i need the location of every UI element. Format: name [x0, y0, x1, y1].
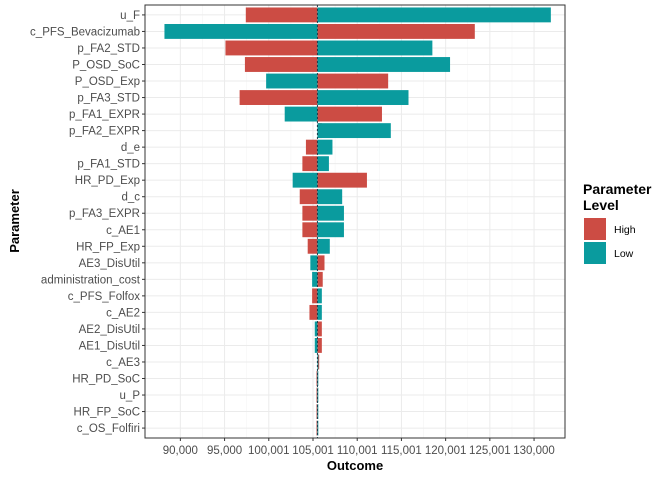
y-tick-label: p_FA2_STD [77, 43, 140, 55]
bar-high-d_c [299, 189, 318, 205]
bar-low-c_PFS_Bevacizumab [164, 24, 318, 39]
bar-low-c_PFS_Folfox [317, 288, 322, 304]
bar-low-AE1_DisUtil [314, 338, 318, 353]
legend-label-high: High [614, 224, 636, 236]
y-tick-label: AE1_DisUtil [79, 340, 140, 352]
x-tick-label: 100,001 [248, 445, 290, 457]
bar-high-p_FA2_STD [225, 40, 318, 56]
bar-low-c_AE1 [317, 222, 344, 238]
bar-low-p_FA3_EXPR [317, 205, 344, 221]
x-tick-label: 105,001 [292, 445, 334, 457]
y-tick-label: p_FA3_EXPR [69, 208, 140, 220]
bar-high-c_PFS_Bevacizumab [317, 24, 475, 39]
bar-low-p_FA1_EXPR [284, 106, 318, 122]
y-tick-label: c_AE2 [106, 307, 140, 319]
bar-low-HR_PD_Exp [292, 172, 318, 188]
legend-label-low: Low [614, 248, 634, 260]
bar-high-u_F [245, 7, 318, 23]
bar-low-u_F [317, 7, 551, 23]
y-tick-label: HR_FP_Exp [76, 241, 140, 253]
y-tick-label: c_PFS_Folfox [68, 291, 140, 303]
bar-high-AE1_DisUtil [317, 338, 322, 353]
legend-swatch-low [584, 242, 606, 264]
bar-low-p_FA1_STD [317, 156, 329, 172]
bar-high-HR_FP_SoC [316, 404, 318, 419]
y-tick-label: P_OSD_SoC [72, 59, 140, 71]
x-tick-label: 130,000 [513, 445, 555, 457]
y-tick-label: p_FA1_STD [77, 159, 140, 171]
y-tick-label: HR_PD_SoC [72, 374, 140, 386]
legend-title: Level [583, 197, 619, 213]
bar-high-p_FA3_STD [239, 90, 318, 105]
bar-low-p_FA3_STD [317, 90, 409, 105]
y-tick-label: d_c [121, 192, 140, 204]
bar-high-c_AE1 [302, 222, 318, 238]
x-tick-label: 120,001 [425, 445, 467, 457]
y-tick-label: P_OSD_Exp [75, 76, 140, 88]
y-tick-label: administration_cost [41, 274, 141, 286]
y-tick-label: AE3_DisUtil [79, 258, 140, 270]
bar-low-u_P [317, 387, 319, 403]
bar-high-c_PFS_Folfox [312, 288, 318, 304]
bar-low-P_OSD_SoC [317, 57, 451, 72]
bar-low-c_OS_Folfiri [317, 420, 319, 436]
x-tick-label: 110,001 [337, 445, 378, 457]
bar-high-p_FA3_EXPR [302, 205, 318, 221]
x-axis: 90,000 95,000 100,001 105,001 110,001 115,001… [163, 438, 555, 457]
bar-high-p_FA1_EXPR [317, 106, 382, 122]
y-tick-label: u_F [120, 10, 140, 22]
bar-high-u_P [316, 387, 318, 403]
bar-low-d_c [317, 189, 343, 205]
bar-low-AE3_DisUtil [310, 255, 318, 271]
bar-low-administration_cost [312, 271, 318, 287]
y-tick-label: p_FA2_EXPR [69, 126, 140, 138]
bar-high-administration_cost [317, 271, 323, 287]
bar-high-HR_PD_Exp [317, 172, 367, 188]
y-axis: u_F c_PFS_Bevacizumab p_FA2_STD P_OSD_SoC P_… [30, 10, 145, 435]
y-tick-label: d_e [121, 142, 140, 154]
y-tick-label: HR_PD_Exp [75, 175, 140, 187]
bar-high-d_e [305, 139, 318, 155]
y-tick-label: p_FA1_EXPR [69, 109, 140, 121]
y-tick-label: u_P [120, 390, 141, 402]
bar-high-c_AE2 [309, 304, 318, 320]
bar-high-P_OSD_SoC [244, 57, 318, 72]
bars-group [164, 7, 551, 436]
bar-high-P_OSD_Exp [317, 73, 389, 89]
x-axis-title: Outcome [327, 458, 383, 473]
x-tick-label: 90,000 [163, 445, 198, 457]
y-tick-label: c_PFS_Bevacizumab [30, 26, 140, 38]
bar-high-HR_FP_Exp [307, 238, 318, 254]
bar-low-AE2_DisUtil [314, 321, 318, 337]
legend-swatch-high [584, 218, 606, 240]
y-tick-label: c_OS_Folfiri [77, 423, 140, 435]
x-tick-label: 125,001 [469, 445, 511, 457]
bar-high-AE3_DisUtil [317, 255, 325, 271]
bar-low-p_FA2_STD [317, 40, 433, 56]
bar-low-HR_FP_SoC [317, 404, 319, 419]
bar-high-c_OS_Folfiri [316, 420, 318, 436]
plot-border [144, 4, 566, 439]
bar-low-d_e [317, 139, 333, 155]
bar-high-p_FA1_STD [302, 156, 318, 172]
y-tick-label: c_AE1 [106, 225, 140, 237]
legend-title: Parameter [583, 181, 652, 197]
x-tick-label: 115,001 [381, 445, 422, 457]
y-axis-title: Parameter [7, 189, 22, 253]
bar-low-HR_FP_Exp [317, 238, 330, 254]
y-tick-label: p_FA3_STD [77, 93, 140, 105]
y-tick-label: AE2_DisUtil [79, 324, 140, 336]
x-tick-label: 95,000 [207, 445, 242, 457]
bar-low-P_OSD_Exp [266, 73, 318, 89]
y-tick-label: c_AE3 [106, 357, 140, 369]
bar-low-c_AE2 [317, 304, 322, 320]
bar-low-p_FA2_EXPR [317, 123, 391, 139]
y-tick-label: HR_FP_SoC [74, 407, 140, 419]
bar-high-AE2_DisUtil [317, 321, 322, 337]
